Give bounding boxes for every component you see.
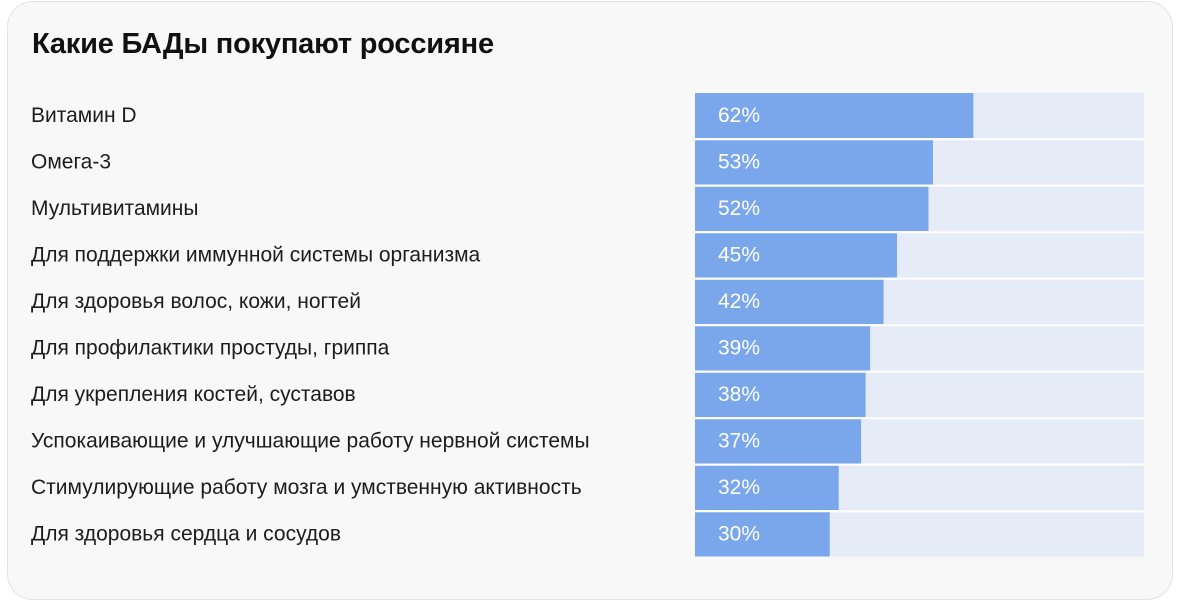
- value-label: 53%: [718, 151, 760, 174]
- category-label: Витамин D: [31, 104, 137, 127]
- row-separator: [695, 371, 1144, 373]
- category-label: Для профилактики простуды, гриппа: [31, 337, 390, 360]
- category-label: Стимулирующие работу мозга и умственную …: [31, 476, 582, 499]
- bar-row: Витамин D 62%: [31, 93, 1144, 138]
- row-separator: [695, 138, 1144, 141]
- category-label: Для здоровья сердца и сосудов: [31, 523, 341, 546]
- row-separator: [695, 324, 1144, 327]
- bar-row: Мультивитамины 52%: [31, 186, 1144, 231]
- value-label: 52%: [718, 197, 760, 220]
- bar: [695, 139, 933, 185]
- category-label: Успокаивающие и улучшающие работу нервно…: [31, 430, 590, 453]
- value-label: 32%: [718, 476, 760, 499]
- category-label: Мультивитамины: [31, 197, 198, 220]
- chart-title: Какие БАДы покупают россияне: [32, 28, 494, 60]
- value-label: 38%: [718, 383, 760, 406]
- row-separator: [695, 278, 1144, 280]
- category-label: Для поддержки иммунной системы организма: [31, 244, 481, 267]
- value-label: 42%: [718, 290, 760, 313]
- bar-row: Успокаивающие и улучшающие работу нервно…: [31, 418, 1144, 464]
- row-separator: [695, 231, 1144, 234]
- value-label: 62%: [718, 104, 760, 127]
- bar-row: Стимулирующие работу мозга и умственную …: [31, 465, 1144, 510]
- bar: [695, 418, 862, 464]
- bar: [695, 186, 929, 231]
- bar-row: Для поддержки иммунной системы организма…: [31, 232, 1144, 278]
- category-label: Для здоровья волос, кожи, ногтей: [31, 290, 361, 313]
- bar-row: Для здоровья сердца и сосудов 30%: [31, 511, 1144, 557]
- value-label: 39%: [718, 337, 760, 360]
- row-separator: [695, 185, 1144, 187]
- row-separator: [695, 464, 1144, 466]
- category-label: Для укрепления костей, суставов: [31, 383, 356, 406]
- value-label: 30%: [718, 523, 760, 546]
- bar: [695, 232, 898, 278]
- value-label: 37%: [718, 430, 760, 453]
- bar-row: Омега-3 53%: [31, 139, 1144, 185]
- bar: [695, 279, 884, 324]
- row-separator: [695, 510, 1144, 513]
- bar: [695, 372, 866, 417]
- bar: [695, 465, 839, 510]
- bar: [695, 511, 830, 557]
- bar-row: Для здоровья волос, кожи, ногтей 42%: [31, 279, 1144, 324]
- category-label: Омега-3: [31, 151, 111, 174]
- value-label: 45%: [718, 244, 760, 267]
- bar-row: Для профилактики простуды, гриппа 39%: [31, 325, 1144, 371]
- bar-row: Для укрепления костей, суставов 38%: [31, 372, 1144, 417]
- row-separator: [695, 417, 1144, 420]
- bar: [695, 93, 974, 138]
- bar: [695, 325, 871, 371]
